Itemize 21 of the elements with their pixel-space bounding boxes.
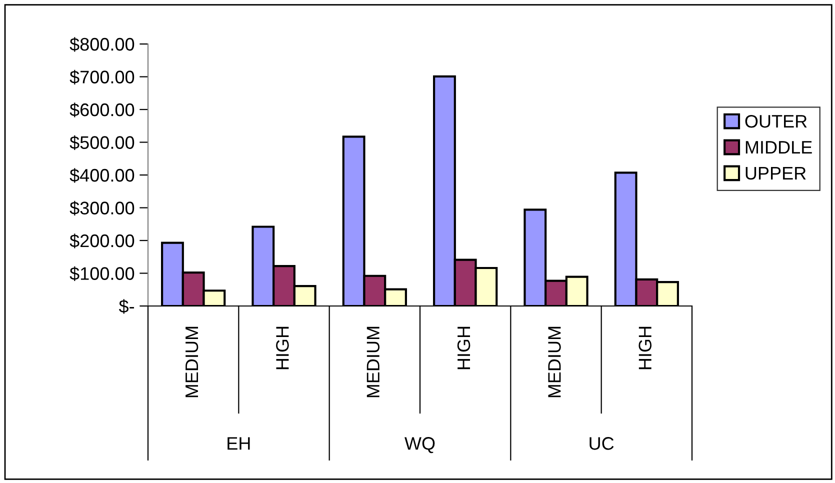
y-tick-label: $100.00 [70,266,134,282]
y-tick-label: $400.00 [70,168,134,183]
x-tick-label: MEDIUM [366,326,380,398]
y-tick-label: $- [118,299,134,314]
y-tick-label: $800.00 [70,37,134,52]
x-tick-label: HIGH [457,326,470,370]
legend-label: UPPER [746,167,806,180]
y-tick-label: $300.00 [70,200,134,216]
x-tick-label: MEDIUM [548,326,561,398]
y-tick-label: $200.00 [70,234,134,248]
legend-label: OUTER [745,114,807,128]
x-tick-label: HIGH [638,326,652,370]
text: EH [228,437,250,450]
text: WQ [404,437,435,454]
y-tick-label: $500.00 [70,135,134,150]
x-tick-label: HIGH [276,326,289,370]
text: UC [590,437,614,450]
y-tick-label: $700.00 [70,70,134,85]
legend-label: MIDDLE [746,141,812,154]
x-tick-label: MEDIUM [186,326,198,398]
y-tick-label: $600.00 [70,102,134,118]
